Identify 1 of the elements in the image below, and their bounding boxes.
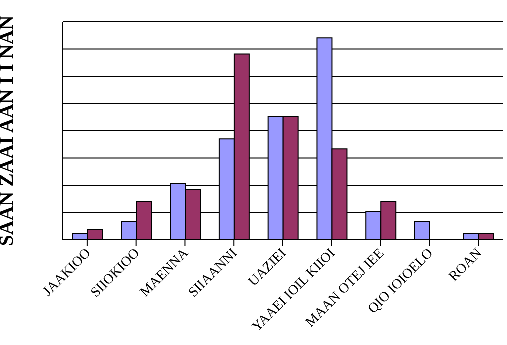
y-axis-title: SAAN ZAAI AAN I I NAN (0, 15, 18, 246)
